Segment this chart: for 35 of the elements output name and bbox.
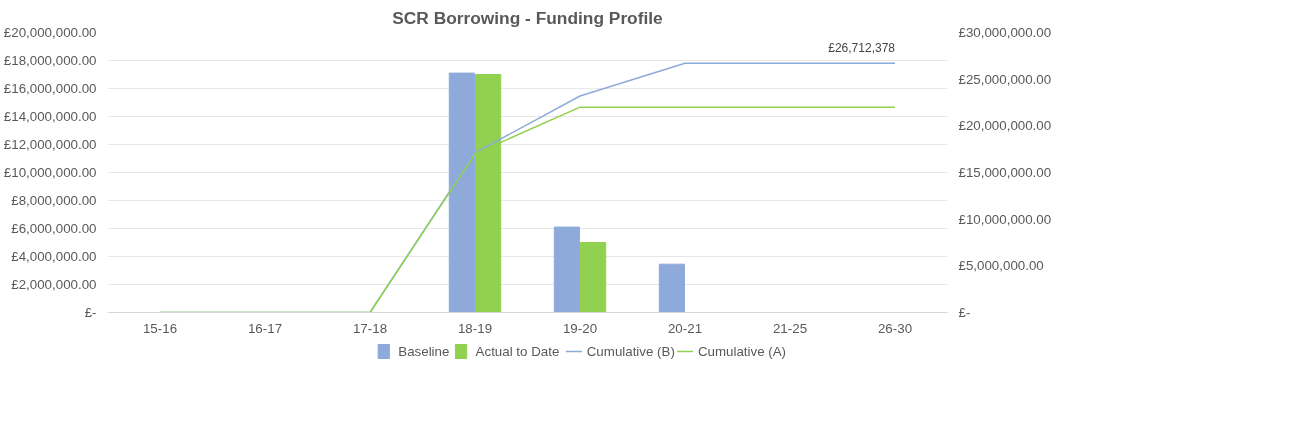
legend-label: Cumulative (A): [697, 344, 787, 359]
y-tick-label: £-: [84, 305, 97, 320]
y-tick-label: £16,000,000.00: [3, 81, 97, 96]
y-tick-label: £14,000,000.00: [3, 109, 97, 124]
y-tick-label: £4,000,000.00: [11, 249, 97, 264]
y2-tick-label: £25,000,000.00: [958, 71, 1052, 87]
x-tick-label: 26-30: [877, 320, 913, 336]
y2-tick-label: £5,000,000.00: [958, 258, 1044, 274]
x-tick-label: 21-25: [772, 320, 808, 336]
x-tick-label: 15-16: [142, 320, 178, 336]
y2-tick-label: £30,000,000.00: [958, 25, 1052, 40]
bar: [553, 226, 580, 313]
y-tick-label: £20,000,000.00: [3, 25, 97, 40]
chart-title: SCR Borrowing - Funding Profile: [392, 7, 664, 28]
legend-label: Actual to Date: [475, 344, 560, 359]
y2-tick-label: £-: [958, 305, 971, 320]
x-tick-label: 18-19: [457, 320, 493, 336]
x-tick-label: 19-20: [562, 320, 598, 336]
y-tick-label: £2,000,000.00: [11, 277, 97, 292]
y-tick-label: £10,000,000.00: [3, 165, 97, 180]
y2-tick-label: £15,000,000.00: [958, 165, 1052, 180]
bar: [658, 263, 685, 313]
legend-label: Baseline: [398, 344, 450, 359]
y-tick-label: £18,000,000.00: [3, 53, 97, 68]
x-tick-label: 16-17: [247, 320, 283, 336]
x-tick-label: 17-18: [352, 320, 388, 336]
y-tick-label: £12,000,000.00: [3, 137, 97, 152]
y-tick-label: £6,000,000.00: [11, 221, 97, 236]
y2-tick-label: £10,000,000.00: [958, 211, 1052, 227]
legend-label: Cumulative (B): [586, 344, 675, 359]
annotation: £26,712,378: [828, 40, 896, 55]
x-tick-label: 20-21: [667, 320, 703, 336]
y-tick-label: £8,000,000.00: [11, 193, 97, 208]
y2-tick-label: £20,000,000.00: [958, 118, 1052, 134]
bar: [580, 242, 607, 313]
